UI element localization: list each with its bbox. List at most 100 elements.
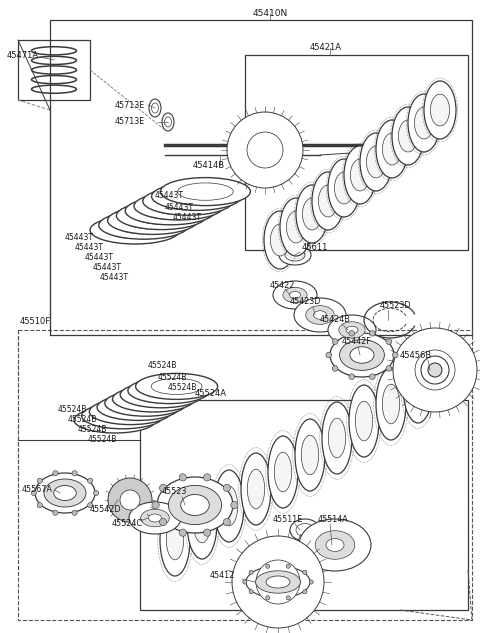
Ellipse shape	[279, 245, 311, 265]
Ellipse shape	[143, 187, 233, 215]
Circle shape	[247, 132, 283, 168]
Ellipse shape	[428, 363, 442, 377]
Ellipse shape	[162, 113, 174, 131]
Ellipse shape	[97, 394, 179, 420]
Circle shape	[415, 350, 455, 390]
Ellipse shape	[157, 477, 233, 533]
Circle shape	[223, 518, 230, 526]
Text: 45412: 45412	[210, 572, 235, 580]
Text: 45524A: 45524A	[195, 389, 227, 398]
Ellipse shape	[108, 206, 198, 234]
Ellipse shape	[350, 159, 370, 191]
Ellipse shape	[112, 386, 194, 412]
Circle shape	[108, 478, 152, 522]
Ellipse shape	[340, 339, 384, 370]
Circle shape	[37, 503, 42, 508]
Ellipse shape	[313, 311, 326, 319]
Text: 45524B: 45524B	[148, 361, 178, 370]
Circle shape	[392, 352, 398, 358]
Text: 45524C: 45524C	[112, 518, 143, 527]
Circle shape	[370, 330, 375, 336]
Ellipse shape	[105, 390, 187, 417]
Circle shape	[204, 529, 211, 536]
Ellipse shape	[241, 453, 271, 525]
Text: 45443T: 45443T	[65, 232, 94, 242]
Circle shape	[231, 501, 238, 509]
Ellipse shape	[160, 504, 190, 576]
Ellipse shape	[302, 198, 322, 230]
Circle shape	[326, 352, 332, 358]
Text: 45523D: 45523D	[380, 301, 411, 310]
Ellipse shape	[247, 469, 264, 509]
Text: 45524B: 45524B	[168, 382, 197, 391]
Circle shape	[179, 529, 186, 536]
Ellipse shape	[299, 519, 371, 571]
Text: 45567A: 45567A	[22, 486, 53, 494]
Circle shape	[223, 484, 230, 492]
Ellipse shape	[266, 576, 290, 588]
Circle shape	[386, 365, 392, 372]
Ellipse shape	[339, 322, 365, 338]
Ellipse shape	[128, 378, 210, 404]
Text: 45414B: 45414B	[193, 161, 225, 170]
Circle shape	[120, 490, 140, 510]
Ellipse shape	[35, 473, 95, 513]
Text: 45424B: 45424B	[320, 315, 351, 325]
Ellipse shape	[306, 306, 334, 324]
Ellipse shape	[160, 178, 251, 206]
Circle shape	[159, 484, 167, 492]
Ellipse shape	[214, 470, 244, 542]
Text: 45524B: 45524B	[58, 406, 87, 415]
Ellipse shape	[270, 224, 289, 256]
Ellipse shape	[287, 211, 306, 243]
Text: 45443T: 45443T	[173, 213, 202, 223]
Ellipse shape	[290, 519, 320, 541]
Circle shape	[94, 491, 99, 496]
Circle shape	[31, 491, 36, 496]
Ellipse shape	[312, 172, 344, 230]
Ellipse shape	[264, 211, 296, 269]
Ellipse shape	[431, 94, 450, 126]
Circle shape	[87, 478, 93, 484]
Ellipse shape	[246, 566, 310, 598]
Ellipse shape	[296, 185, 328, 243]
Circle shape	[227, 112, 303, 188]
Text: 45423D: 45423D	[290, 298, 322, 306]
Circle shape	[349, 330, 355, 336]
Ellipse shape	[268, 436, 298, 508]
Ellipse shape	[166, 520, 184, 560]
Ellipse shape	[403, 351, 433, 423]
Circle shape	[53, 510, 58, 515]
Ellipse shape	[383, 133, 402, 165]
Circle shape	[204, 473, 211, 481]
Ellipse shape	[328, 159, 360, 217]
Circle shape	[332, 365, 338, 372]
Ellipse shape	[129, 502, 181, 534]
Circle shape	[152, 501, 159, 509]
Circle shape	[87, 503, 93, 508]
Text: 45421A: 45421A	[310, 44, 342, 53]
Ellipse shape	[424, 81, 456, 139]
Ellipse shape	[355, 401, 372, 441]
Ellipse shape	[328, 418, 346, 458]
Circle shape	[232, 536, 324, 628]
Circle shape	[249, 590, 253, 594]
Text: 45510F: 45510F	[20, 318, 51, 327]
Ellipse shape	[294, 298, 346, 332]
Circle shape	[249, 570, 253, 574]
Ellipse shape	[344, 146, 376, 204]
Text: 45524B: 45524B	[158, 372, 187, 382]
Circle shape	[72, 510, 77, 515]
Ellipse shape	[280, 198, 312, 256]
Ellipse shape	[318, 185, 337, 217]
Text: 45443T: 45443T	[85, 253, 114, 263]
Text: 45514A: 45514A	[318, 515, 349, 523]
Ellipse shape	[376, 120, 408, 178]
Text: 45456B: 45456B	[400, 351, 432, 360]
Ellipse shape	[346, 326, 358, 334]
Circle shape	[309, 580, 313, 584]
Text: 45611: 45611	[302, 244, 328, 253]
Ellipse shape	[328, 315, 376, 345]
Text: 45524B: 45524B	[68, 415, 97, 425]
Text: 45410N: 45410N	[252, 9, 288, 18]
